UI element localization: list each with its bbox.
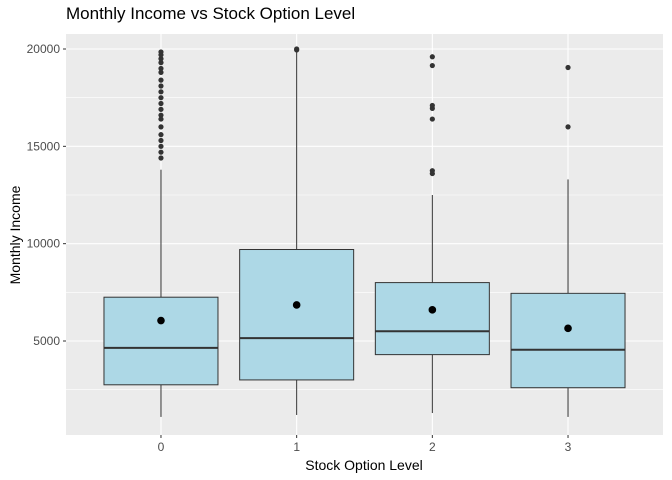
x-tick-label: 2 [429,440,436,454]
outlier-point [158,69,164,75]
iqr-box [510,292,626,389]
chart-title: Monthly Income vs Stock Option Level [66,4,356,23]
outlier-point [158,100,164,107]
outlier-point [429,62,435,69]
y-tick-label: 10000 [27,237,61,251]
mean-point [428,306,437,314]
x-axis-title: Stock Option Level [305,457,423,473]
mean-point [292,301,301,309]
box-group-0 [103,49,219,417]
x-tick-label: 0 [158,440,165,454]
outlier-point [158,155,164,161]
outlier-point [158,132,164,138]
outlier-point [158,83,164,89]
outlier-point [158,60,164,66]
outlier-point [158,77,164,83]
outlier-point [158,149,164,155]
outlier-point [565,124,571,130]
mean-point [564,324,572,333]
outlier-point [158,65,164,72]
box-group-1 [239,46,355,415]
outlier-point [158,116,164,122]
outlier-point [429,54,435,60]
x-tick-label: 3 [565,440,572,454]
x-tick-label: 1 [293,440,300,454]
outlier-point [158,112,164,118]
outlier-point [565,64,571,71]
iqr-box [103,296,219,386]
outlier-point [158,49,164,55]
box-group-2 [374,54,490,414]
outlier-point [158,56,164,62]
y-tick-label: 5000 [33,334,60,348]
iqr-box [374,282,490,356]
y-axis-title: Monthly Income [7,185,23,284]
outlier-point [158,106,164,112]
outlier-point [158,143,164,149]
outlier-point [158,124,164,130]
iqr-box [239,249,355,381]
outlier-point [429,168,435,174]
boxes [103,46,626,417]
outlier-point [158,95,164,101]
outlier-point [158,89,164,95]
axes: 5000 10000 15000 20000 0 1 2 3 [27,42,572,454]
outlier-point [294,46,300,52]
mean-point [157,316,165,325]
box-group-3 [510,64,626,417]
y-tick-label: 15000 [27,139,61,153]
outlier-point [429,116,435,122]
outlier-point [158,137,164,144]
outlier-point [429,102,435,109]
y-tick-label: 20000 [27,42,61,56]
